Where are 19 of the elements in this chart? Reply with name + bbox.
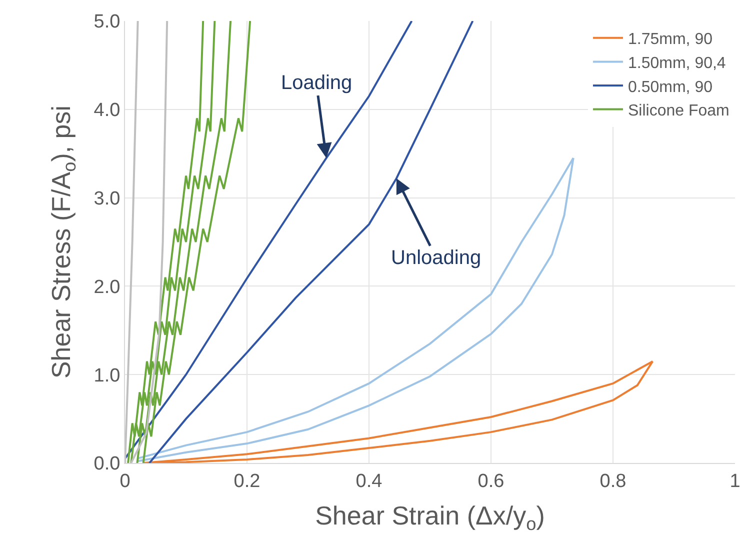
x-tick-label: 0.2 (234, 470, 260, 492)
legend-label: 1.50mm, 90,4 (628, 54, 726, 72)
x-tick-label: 1 (730, 470, 740, 492)
x-tick-label: 0.6 (478, 470, 504, 492)
x-axis-title: Shear Strain (Δx/y$_{o}$) (315, 500, 545, 534)
x-tick-label: 0 (120, 470, 130, 492)
x-tick-label: 0.8 (600, 470, 626, 492)
x-tick-label: 0.4 (356, 470, 383, 492)
annotation: Loading (281, 72, 352, 94)
legend-label: 0.50mm, 90 (628, 78, 713, 96)
legend-label: Silicone Foam (628, 102, 730, 120)
annotation: Unloading (391, 247, 482, 269)
y-tick-label: 1.0 (94, 365, 120, 386)
y-tick-label: 0.0 (94, 454, 120, 475)
y-tick-label: 2.0 (94, 276, 120, 298)
y-tick-label: 4.0 (94, 100, 120, 122)
legend-label: 1.75mm, 90 (628, 31, 713, 48)
y-tick-label: 5.0 (94, 12, 120, 33)
y-tick-label: 3.0 (94, 188, 120, 210)
